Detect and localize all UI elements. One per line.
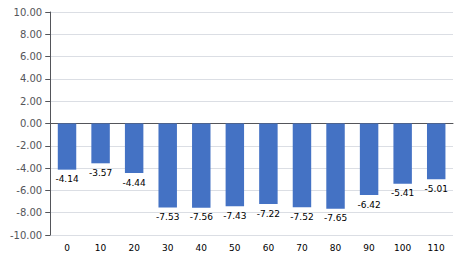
svg-text:30: 30 [162, 243, 174, 253]
svg-text:60: 60 [263, 243, 275, 253]
svg-text:80: 80 [330, 243, 342, 253]
svg-text:-3.57: -3.57 [89, 168, 112, 178]
svg-text:0: 0 [64, 243, 70, 253]
svg-text:20: 20 [128, 243, 140, 253]
svg-text:70: 70 [296, 243, 308, 253]
svg-text:100: 100 [394, 243, 411, 253]
svg-text:2.00: 2.00 [20, 96, 42, 107]
svg-text:-7.53: -7.53 [156, 212, 179, 222]
svg-text:10.00: 10.00 [14, 7, 43, 18]
svg-text:110: 110 [428, 243, 445, 253]
svg-text:-10.00: -10.00 [10, 230, 42, 241]
svg-text:6.00: 6.00 [20, 51, 42, 62]
svg-text:-7.22: -7.22 [257, 209, 280, 219]
svg-text:-7.65: -7.65 [324, 213, 347, 223]
svg-text:-6.42: -6.42 [357, 200, 380, 210]
svg-text:90: 90 [363, 243, 375, 253]
svg-text:50: 50 [229, 243, 241, 253]
svg-text:10: 10 [95, 243, 107, 253]
svg-text:-5.41: -5.41 [391, 188, 414, 198]
svg-text:4.00: 4.00 [20, 73, 42, 84]
svg-text:-4.00: -4.00 [16, 163, 42, 174]
svg-text:-4.14: -4.14 [55, 174, 79, 184]
svg-text:-7.43: -7.43 [223, 211, 246, 221]
svg-text:0.00: 0.00 [20, 118, 42, 129]
svg-text:-8.00: -8.00 [16, 207, 42, 218]
svg-text:8.00: 8.00 [20, 29, 42, 40]
svg-text:-7.56: -7.56 [190, 212, 214, 222]
svg-text:-7.52: -7.52 [290, 212, 313, 222]
svg-text:-6.00: -6.00 [16, 185, 42, 196]
svg-text:-5.01: -5.01 [425, 184, 448, 194]
svg-text:-2.00: -2.00 [16, 140, 42, 151]
svg-text:-4.44: -4.44 [122, 178, 146, 188]
svg-text:40: 40 [196, 243, 208, 253]
